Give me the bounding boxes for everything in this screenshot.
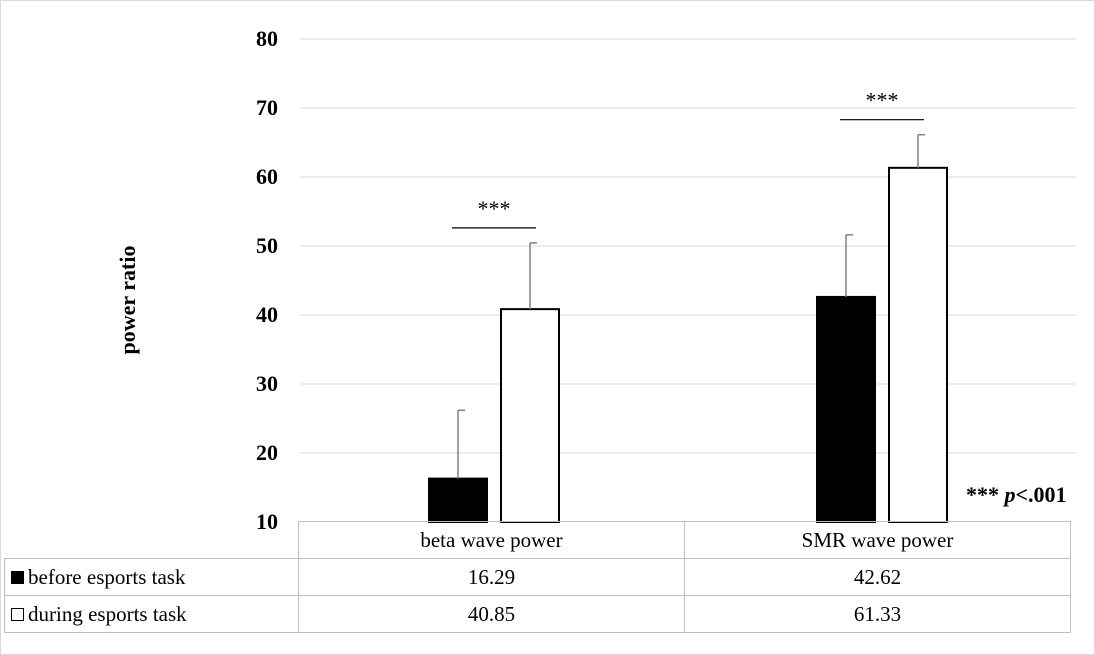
legend-label: before esports task [28, 564, 186, 589]
bar-during [500, 308, 560, 524]
y-tick-label: 40 [256, 302, 278, 327]
bar-before [428, 477, 488, 523]
data-table-cell: 42.62 [684, 558, 1071, 596]
significance-note-p: p [1004, 482, 1016, 507]
legend-entry-before: before esports task [4, 558, 299, 596]
bar-during [888, 166, 948, 523]
y-tick-label: 60 [256, 164, 278, 189]
significance-stars: *** [866, 88, 899, 113]
legend-swatch-before [11, 570, 24, 584]
significance-stars: *** [478, 196, 511, 221]
significance-note-stars: *** [966, 482, 999, 507]
legend-entry-during: during esports task [4, 595, 299, 633]
data-table-row: before esports task 16.29 42.62 [4, 558, 1071, 596]
data-table-row: during esports task 40.85 61.33 [4, 595, 1071, 633]
data-table: beta wave power SMR wave power before es… [4, 521, 1071, 633]
y-tick-label: 50 [256, 233, 278, 258]
significance-note-value: <.001 [1015, 482, 1067, 507]
y-tick-label: 70 [256, 95, 278, 120]
bar-before [816, 295, 876, 523]
data-table-category: beta wave power [298, 521, 685, 559]
data-table-corner [4, 521, 299, 559]
data-table-category: SMR wave power [684, 521, 1071, 559]
significance-note: *** p<.001 [966, 482, 1067, 508]
data-table-cell: 61.33 [684, 595, 1071, 633]
y-axis-label: power ratio [115, 245, 140, 355]
data-table-cell: 16.29 [298, 558, 685, 596]
y-tick-label: 80 [256, 26, 278, 51]
legend-swatch-during [11, 607, 24, 621]
y-tick-label: 30 [256, 371, 278, 396]
y-tick-label: 20 [256, 440, 278, 465]
data-table-header-row: beta wave power SMR wave power [4, 521, 1071, 559]
legend-label: during esports task [28, 601, 187, 626]
data-table-cell: 40.85 [298, 595, 685, 633]
